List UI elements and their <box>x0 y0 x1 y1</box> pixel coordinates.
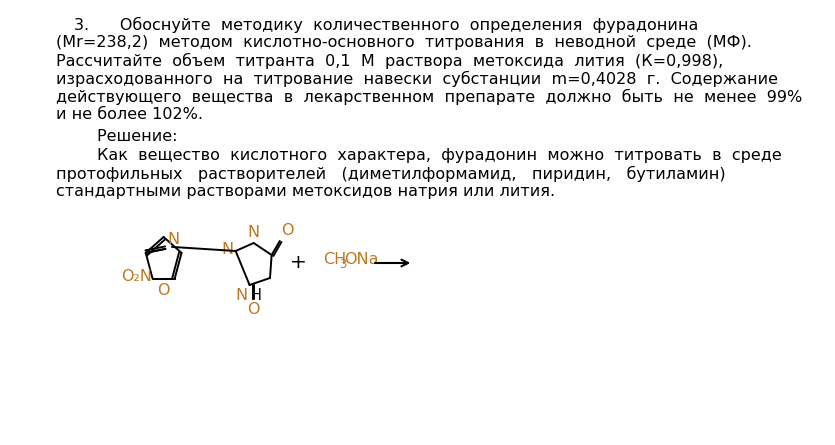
Text: O: O <box>157 283 170 298</box>
Text: 3.      Обоснуйте  методику  количественного  определения  фурадонина: 3. Обоснуйте методику количественного оп… <box>73 17 698 33</box>
Text: O: O <box>247 302 260 317</box>
Text: Рассчитайте  объем  титранта  0,1  М  раствора  метоксида  лития  (К=0,998),: Рассчитайте объем титранта 0,1 М раствор… <box>56 53 723 69</box>
Text: 3: 3 <box>339 258 346 271</box>
Text: +: + <box>291 254 307 272</box>
Text: CH: CH <box>323 252 347 267</box>
Text: ONa: ONa <box>344 252 378 267</box>
Text: H: H <box>250 288 261 303</box>
Text: действующего  вещества  в  лекарственном  препарате  должно  быть  не  менее  99: действующего вещества в лекарственном пр… <box>56 89 802 105</box>
Text: Как  вещество  кислотного  характера,  фурадонин  можно  титровать  в  среде: Как вещество кислотного характера, фурад… <box>56 148 782 163</box>
Text: (Мr=238,2)  методом  кислотно-основного  титрования  в  неводной  среде  (МФ).: (Мr=238,2) методом кислотно-основного ти… <box>56 35 752 50</box>
Text: O: O <box>281 223 294 238</box>
Text: O₂N: O₂N <box>121 269 152 284</box>
Text: Решение:: Решение: <box>56 129 177 144</box>
Text: стандартными растворами метоксидов натрия или лития.: стандартными растворами метоксидов натри… <box>56 184 554 199</box>
Text: N: N <box>167 232 180 247</box>
Text: N: N <box>222 243 234 258</box>
Text: протофильных   растворителей   (диметилформамид,   пиридин,   бутиламин): протофильных растворителей (диметилформа… <box>56 166 726 182</box>
Text: N: N <box>235 288 248 303</box>
Text: израсходованного  на  титрование  навески  субстанции  m=0,4028  г.  Содержание: израсходованного на титрование навески с… <box>56 71 777 87</box>
Text: и не более 102%.: и не более 102%. <box>56 107 203 122</box>
Text: N: N <box>247 225 260 240</box>
